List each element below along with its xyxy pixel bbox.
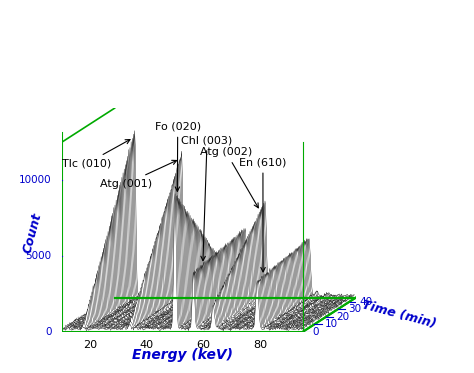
Text: 5000: 5000: [25, 251, 52, 261]
Text: Tlc (010): Tlc (010): [62, 140, 130, 169]
Polygon shape: [89, 222, 330, 314]
Text: Fo (020): Fo (020): [155, 122, 201, 191]
Polygon shape: [91, 216, 331, 313]
Polygon shape: [95, 200, 336, 310]
Polygon shape: [91, 213, 332, 313]
Text: 80: 80: [253, 340, 267, 350]
Text: Count: Count: [20, 211, 44, 254]
Polygon shape: [87, 229, 328, 316]
Polygon shape: [72, 209, 313, 325]
Polygon shape: [63, 196, 304, 331]
Text: Atg (001): Atg (001): [100, 160, 177, 189]
Polygon shape: [82, 223, 323, 319]
Polygon shape: [111, 138, 352, 300]
Text: 10: 10: [324, 319, 337, 329]
Polygon shape: [104, 164, 345, 304]
Polygon shape: [71, 206, 312, 326]
Polygon shape: [62, 194, 302, 332]
Text: En (610): En (610): [239, 157, 287, 272]
Polygon shape: [100, 182, 340, 307]
Polygon shape: [102, 173, 343, 306]
Polygon shape: [110, 142, 351, 301]
Polygon shape: [88, 226, 329, 315]
Text: 10000: 10000: [19, 175, 52, 185]
Text: 0: 0: [313, 327, 319, 337]
Polygon shape: [103, 169, 344, 305]
Polygon shape: [81, 221, 322, 319]
Polygon shape: [113, 131, 355, 299]
Polygon shape: [77, 215, 318, 322]
Polygon shape: [75, 213, 316, 323]
Polygon shape: [99, 185, 339, 308]
Polygon shape: [73, 211, 314, 325]
Polygon shape: [96, 195, 337, 310]
Polygon shape: [101, 178, 342, 307]
Polygon shape: [108, 150, 348, 302]
Polygon shape: [80, 219, 321, 320]
Polygon shape: [86, 229, 327, 316]
Polygon shape: [85, 226, 326, 317]
Text: 0: 0: [45, 327, 52, 337]
Polygon shape: [109, 148, 350, 301]
Polygon shape: [79, 219, 320, 321]
Polygon shape: [74, 211, 315, 324]
Text: Energy (keV): Energy (keV): [132, 348, 233, 362]
Text: 30: 30: [348, 304, 361, 314]
Polygon shape: [70, 205, 310, 327]
Polygon shape: [112, 134, 353, 299]
Polygon shape: [64, 195, 305, 330]
Polygon shape: [83, 225, 324, 318]
Text: Chl (003): Chl (003): [182, 135, 233, 261]
Text: 20: 20: [83, 340, 97, 350]
Polygon shape: [66, 199, 307, 329]
Polygon shape: [93, 207, 334, 312]
Polygon shape: [94, 205, 335, 311]
Text: 20: 20: [336, 312, 349, 322]
Text: 60: 60: [196, 340, 210, 350]
Polygon shape: [67, 202, 308, 328]
Polygon shape: [69, 204, 310, 327]
Text: 40: 40: [360, 297, 373, 307]
Text: Atg (002): Atg (002): [200, 147, 258, 208]
Polygon shape: [107, 156, 347, 303]
Text: 40: 40: [139, 340, 154, 350]
Text: Time (min): Time (min): [360, 299, 437, 331]
Polygon shape: [105, 161, 346, 304]
Polygon shape: [97, 191, 338, 309]
Polygon shape: [78, 218, 319, 322]
Polygon shape: [65, 198, 306, 330]
